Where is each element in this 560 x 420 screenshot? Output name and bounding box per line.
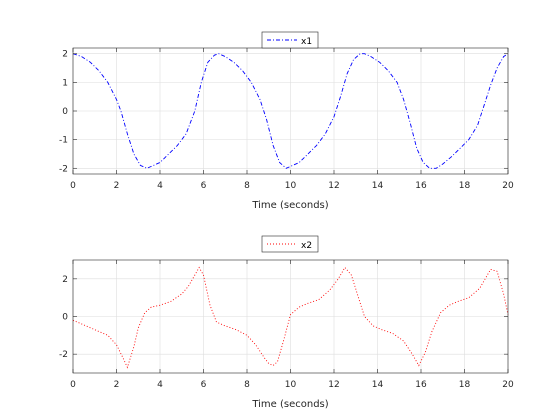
bottom-legend-box	[261, 235, 319, 253]
bottom-grid	[72, 260, 509, 373]
top-legend-entry-x1: x1	[301, 37, 312, 47]
bottom-x-axis-label: Time (seconds)	[251, 399, 328, 410]
bottom-y-tick-label: 0	[62, 313, 68, 323]
bottom-ticks: 0 2 4 6 8 10 12 14 16 18 20 -2 0 2	[59, 260, 514, 390]
bottom-x-tick-label: 8	[244, 380, 250, 390]
top-y-tick-label: -2	[59, 164, 68, 174]
top-x-tick-label: 4	[157, 181, 163, 191]
top-series-line-x1	[72, 53, 509, 169]
top-legend-box	[261, 31, 319, 49]
top-y-tick-label: 2	[62, 50, 68, 60]
bottom-x-tick-label: 20	[502, 380, 514, 390]
bottom-legend-entry-x2: x2	[301, 241, 312, 251]
bottom-y-tick-label: 2	[62, 275, 68, 285]
top-legend: x1	[261, 31, 319, 49]
top-y-tick-label: 1	[62, 78, 68, 88]
top-x-tick-label: 16	[415, 181, 427, 191]
top-x-tick-label: 18	[459, 181, 471, 191]
top-y-tick-label: 0	[62, 107, 68, 117]
top-x-tick-label: 8	[244, 181, 250, 191]
bottom-x-tick-label: 16	[415, 380, 427, 390]
top-x-tick-label: 20	[502, 181, 514, 191]
bottom-y-tick-label: -2	[59, 350, 68, 360]
top-x-axis-label: Time (seconds)	[251, 200, 328, 211]
bottom-x-tick-label: 4	[157, 380, 163, 390]
bottom-x-tick-label: 10	[285, 380, 297, 390]
top-x-tick-label: 14	[372, 181, 384, 191]
top-x-tick-label: 6	[201, 181, 207, 191]
bottom-x-tick-label: 18	[459, 380, 471, 390]
top-series-group	[72, 53, 509, 169]
bottom-legend: x2	[261, 235, 319, 253]
top-x-tick-label: 2	[114, 181, 120, 191]
top-x-tick-label: 12	[328, 181, 339, 191]
top-x-tick-label: 10	[285, 181, 297, 191]
bottom-x-tick-label: 0	[70, 380, 76, 390]
top-x-tick-label: 0	[70, 181, 76, 191]
bottom-x-tick-label: 6	[201, 380, 207, 390]
bottom-x-tick-label: 12	[328, 380, 339, 390]
top-grid	[72, 48, 509, 174]
bottom-x-tick-label: 2	[114, 380, 120, 390]
bottom-x-tick-label: 14	[372, 380, 384, 390]
top-y-tick-label: -1	[59, 136, 68, 146]
bottom-axes: 0 2 4 6 8 10 12 14 16 18 20 -2 0 2 Time (seconds) x2	[59, 235, 514, 410]
